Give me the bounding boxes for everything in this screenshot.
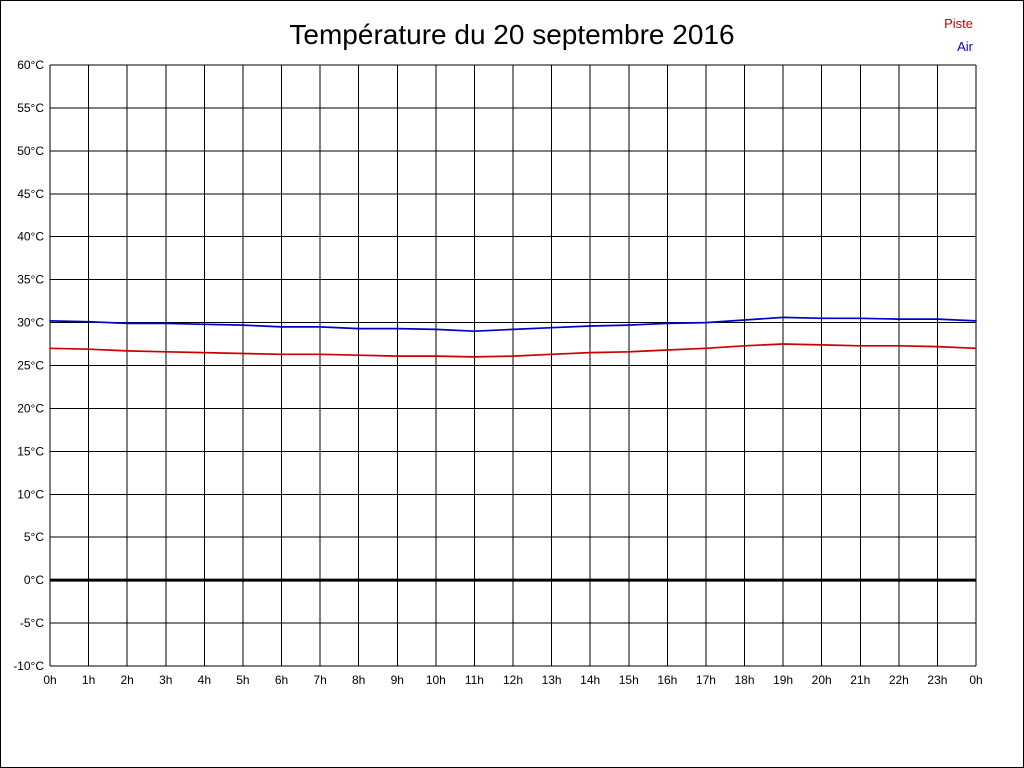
y-tick-label: 55°C (17, 101, 44, 115)
x-tick-label: 4h (198, 673, 211, 687)
chart-title: Température du 20 septembre 2016 (289, 19, 735, 50)
y-tick-label: 30°C (17, 316, 44, 330)
x-tick-label: 21h (850, 673, 870, 687)
y-tick-label: 15°C (17, 444, 44, 458)
y-tick-label: 40°C (17, 230, 44, 244)
x-tick-label: 0h (43, 673, 56, 687)
y-tick-label: 5°C (24, 530, 44, 544)
chart-legend: Piste Air (944, 12, 973, 58)
y-tick-label: 45°C (17, 187, 44, 201)
y-tick-label: 10°C (17, 487, 44, 501)
x-tick-label: 0h (969, 673, 982, 687)
y-tick-label: -5°C (20, 616, 44, 630)
y-tick-label: 25°C (17, 359, 44, 373)
y-tick-label: 35°C (17, 273, 44, 287)
legend-item-air: Air (957, 39, 973, 54)
x-tick-label: 1h (82, 673, 95, 687)
x-tick-label: 9h (391, 673, 404, 687)
x-tick-label: 18h (734, 673, 754, 687)
x-tick-label: 7h (313, 673, 326, 687)
x-tick-label: 2h (120, 673, 133, 687)
x-tick-label: 3h (159, 673, 172, 687)
x-tick-label: 17h (696, 673, 716, 687)
x-tick-label: 20h (812, 673, 832, 687)
x-tick-label: 11h (465, 673, 484, 687)
series-line-piste (49, 343, 977, 358)
y-tick-label: 20°C (17, 401, 44, 415)
legend-item-piste: Piste (944, 16, 973, 31)
x-tick-label: 15h (619, 673, 639, 687)
y-tick-label: -10°C (13, 659, 44, 673)
x-tick-label: 14h (580, 673, 600, 687)
x-tick-label: 10h (426, 673, 446, 687)
x-tick-label: 23h (927, 673, 947, 687)
y-tick-label: 50°C (17, 144, 44, 158)
y-tick-label: 60°C (17, 58, 44, 72)
x-tick-label: 5h (236, 673, 249, 687)
x-tick-label: 19h (773, 673, 793, 687)
x-tick-label: 6h (275, 673, 288, 687)
series-line-air (49, 316, 977, 333)
x-tick-label: 8h (352, 673, 365, 687)
x-tick-label: 13h (542, 673, 562, 687)
x-tick-label: 22h (889, 673, 909, 687)
x-tick-label: 16h (657, 673, 677, 687)
x-tick-label: 12h (503, 673, 523, 687)
y-tick-label: 0°C (24, 573, 44, 587)
